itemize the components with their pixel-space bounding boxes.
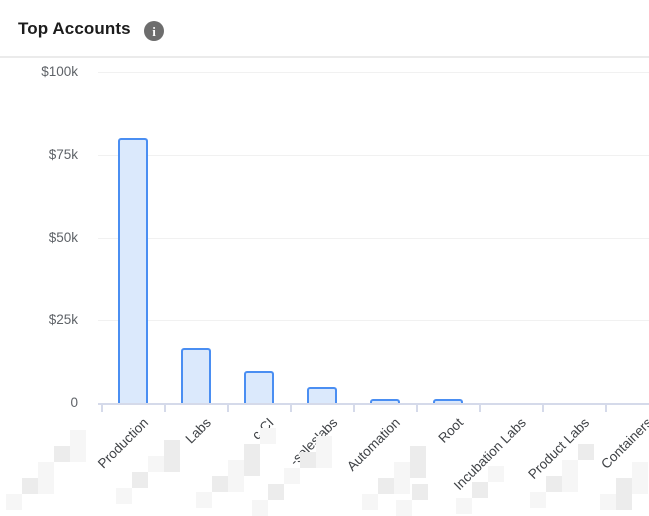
mosaic-redaction-block [260, 428, 276, 444]
mosaic-redaction-block [316, 452, 332, 468]
mosaic-redaction-block [546, 476, 562, 492]
y-axis-tick-label: $50k [48, 229, 78, 245]
y-axis-tick-label: 0 [70, 395, 78, 410]
mosaic-redaction-block [38, 478, 54, 494]
mosaic-redaction-block [70, 430, 86, 446]
header-divider [0, 56, 649, 58]
mosaic-redaction-block [530, 492, 546, 508]
x-axis-tick [605, 403, 607, 412]
y-axis-tick-label: $25k [48, 312, 78, 328]
mosaic-redaction-block [412, 484, 428, 500]
x-axis-tick [227, 403, 229, 412]
x-axis-label-text: Root [435, 415, 467, 446]
x-axis-label-text: Production [94, 415, 152, 472]
mosaic-redaction-block [228, 476, 244, 492]
mosaic-redaction-block [396, 500, 412, 516]
y-axis-tick-label: $75k [48, 146, 78, 162]
mosaic-redaction-block [116, 488, 132, 504]
bar-automation[interactable] [369, 399, 400, 403]
mosaic-redaction-block [244, 444, 260, 460]
info-icon-glyph: i [152, 23, 156, 39]
mosaic-redaction-block [148, 456, 164, 472]
mosaic-redaction-block [378, 478, 394, 494]
mosaic-redaction-block [244, 460, 260, 476]
mosaic-redaction-block [632, 462, 648, 478]
mosaic-redaction-block [228, 460, 244, 476]
bar-production[interactable] [117, 138, 148, 403]
x-axis-label-text: Labs [182, 415, 215, 447]
mosaic-redaction-block [252, 500, 268, 516]
top-accounts-bar-chart: $100k $75k $50k $25k 0 Production Labs c CI -sal… [0, 58, 649, 516]
mosaic-redaction-block [132, 472, 148, 488]
mosaic-redaction-block [54, 446, 70, 462]
y-axis-tick-label: $100k [41, 64, 78, 79]
bar-root[interactable] [432, 399, 463, 403]
x-axis-tick [479, 403, 481, 412]
mosaic-redaction-block [394, 462, 410, 478]
mosaic-redaction-block [600, 494, 616, 510]
info-icon[interactable]: i [144, 21, 164, 41]
mosaic-redaction-block [300, 452, 316, 468]
mosaic-redaction-block [22, 478, 38, 494]
mosaic-redaction-block [410, 446, 426, 462]
x-axis-tick [353, 403, 355, 412]
mosaic-redaction-block [38, 462, 54, 478]
x-axis-tick [164, 403, 166, 412]
mosaic-redaction-block [6, 494, 22, 510]
bar-labs[interactable] [180, 348, 211, 403]
mosaic-redaction-block [562, 460, 578, 476]
mosaic-redaction-block [316, 436, 332, 452]
x-axis-line [98, 403, 649, 405]
mosaic-redaction-block [488, 466, 504, 482]
mosaic-redaction-block [394, 478, 410, 494]
mosaic-redaction-block [362, 494, 378, 510]
mosaic-redaction-block [456, 498, 472, 514]
mosaic-redaction-block [284, 468, 300, 484]
bar-c-ci[interactable] [243, 370, 274, 403]
y-gridline [98, 320, 649, 322]
bar-saleslabs[interactable] [306, 387, 337, 403]
mosaic-redaction-block [562, 476, 578, 492]
mosaic-redaction-block [164, 456, 180, 472]
mosaic-redaction-block [616, 478, 632, 494]
x-axis-tick [290, 403, 292, 412]
mosaic-redaction-block [578, 444, 594, 460]
x-axis-tick [416, 403, 418, 412]
chart-title: Top Accounts [18, 19, 131, 38]
mosaic-redaction-block [212, 476, 228, 492]
mosaic-redaction-block [70, 446, 86, 462]
y-gridline [98, 154, 649, 156]
mosaic-redaction-block [632, 478, 648, 494]
mosaic-redaction-block [616, 494, 632, 510]
mosaic-redaction-block [472, 482, 488, 498]
mosaic-redaction-block [410, 462, 426, 478]
x-axis-tick [101, 403, 103, 412]
mosaic-redaction-block [268, 484, 284, 500]
mosaic-redaction-block [196, 492, 212, 508]
y-gridline [98, 237, 649, 239]
card-header: Top Accounts i [0, 0, 649, 56]
x-axis-tick [542, 403, 544, 412]
mosaic-redaction-block [164, 440, 180, 456]
y-gridline [98, 72, 649, 73]
